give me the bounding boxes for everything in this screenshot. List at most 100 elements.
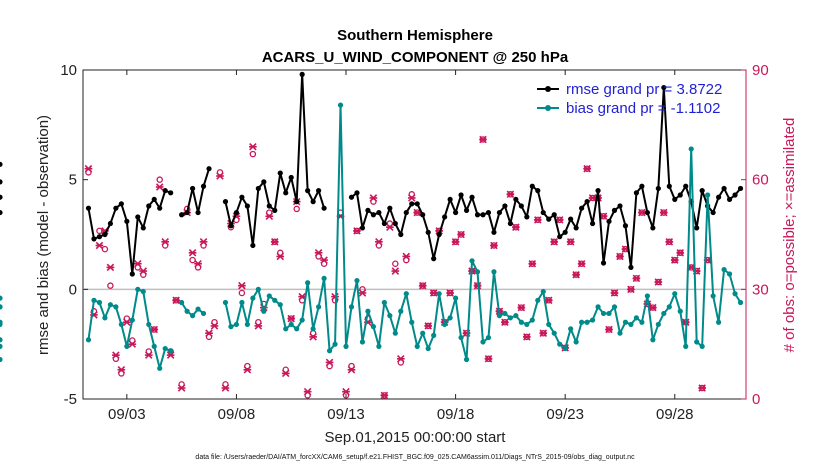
rmse-point: [409, 201, 415, 207]
rmse-point: [573, 225, 579, 231]
bias-point: [0, 356, 3, 363]
rmse-point: [737, 185, 744, 192]
rmse-point: [442, 214, 448, 220]
rmse-point: [540, 209, 546, 216]
rmse-point: [200, 183, 207, 189]
bias-point: [337, 102, 344, 108]
obs-assimilated-marker: [457, 230, 465, 239]
rmse-point: [726, 196, 733, 203]
bias-point: [694, 339, 700, 345]
bias-line: [87, 288, 172, 370]
obs-assimilated-marker: [418, 281, 427, 290]
rmse-point: [611, 207, 618, 213]
bias-point: [305, 280, 311, 286]
bias-point: [157, 365, 163, 371]
obs-assimilated-marker: [216, 172, 224, 180]
rmse-point: [661, 84, 667, 91]
bias-point: [622, 319, 629, 325]
rmse-point: [96, 234, 103, 240]
obs-assimilated-marker: [287, 314, 296, 323]
bias-point: [491, 269, 497, 275]
obs-assimilated-marker: [638, 208, 646, 217]
bias-point: [705, 192, 711, 198]
bias-point: [294, 326, 300, 332]
bias-point: [458, 334, 464, 341]
bias-point: [168, 348, 174, 354]
obs-possible-marker: [101, 245, 109, 253]
obs-assimilated-marker: [320, 256, 328, 264]
obs-assimilated-marker: [424, 322, 433, 330]
axis-ticks: -5 0 5 10 0 30 60 90 09/03 09/08 09/13 09/18 09/23 09…: [60, 62, 768, 423]
rmse-point: [195, 209, 201, 216]
obs-assimilated-marker: [270, 238, 279, 246]
rmse-point: [595, 188, 601, 194]
bias-point: [529, 317, 535, 323]
rmse-point: [233, 209, 240, 216]
rmse-point: [376, 209, 382, 216]
rmse-point: [568, 216, 574, 222]
rmse-point: [272, 207, 278, 213]
rmse-point: [694, 225, 700, 231]
obs-assimilated-marker: [512, 223, 520, 231]
bias-point: [0, 295, 3, 301]
x-tick-label: 09/13: [327, 406, 365, 423]
bias-point: [568, 326, 574, 332]
legend-rmse-label: rmse grand pr = 3.8722: [566, 81, 722, 98]
bias-point: [595, 304, 601, 310]
rmse-point: [447, 196, 453, 203]
bias-point: [683, 343, 689, 349]
rmse-point: [600, 260, 607, 266]
obs-possible-marker: [238, 289, 246, 297]
bias-point: [677, 308, 683, 314]
bias-point: [655, 321, 661, 328]
bias-point: [606, 310, 612, 317]
rmse-point: [507, 220, 513, 227]
rmse-point: [184, 209, 190, 216]
obs-assimilated-marker: [698, 384, 707, 392]
bias-point: [189, 313, 196, 319]
rmse-point: [677, 192, 683, 198]
bias-point: [233, 321, 240, 328]
rmse-point: [584, 199, 590, 205]
obs-possible-marker: [293, 205, 300, 213]
obs-assimilated-marker: [517, 303, 526, 312]
obs-assimilated-marker: [479, 135, 487, 144]
bias-point: [316, 304, 322, 310]
rmse-point: [354, 190, 360, 196]
bias-point: [288, 321, 294, 328]
rmse-point: [458, 192, 464, 198]
rmse-point: [135, 214, 141, 220]
obs-assimilated-marker: [501, 318, 509, 326]
bias-point: [463, 356, 470, 363]
x-tick-label: 09/08: [218, 406, 256, 423]
obs-assimilated-marker: [281, 369, 290, 378]
bias-point: [716, 319, 722, 325]
bias-point: [447, 315, 453, 321]
obs-assimilated-marker: [550, 238, 559, 246]
data-marks: [0, 71, 744, 400]
bias-point: [442, 321, 448, 328]
obs-assimilated-marker: [194, 259, 202, 268]
y-axis-right-label: # of obs: o=possible; ×=assimilated: [781, 118, 798, 353]
bias-point: [113, 304, 119, 310]
obs-assimilated-marker: [522, 333, 531, 341]
rmse-point: [639, 183, 645, 189]
obs-assimilated-marker: [577, 259, 586, 268]
bias-point: [666, 304, 672, 310]
bias-point: [184, 308, 190, 314]
bias-point: [91, 297, 97, 303]
y-tick-label: -5: [64, 391, 77, 408]
bias-point: [726, 271, 733, 277]
bias-point: [474, 269, 481, 275]
bias-point: [650, 337, 656, 343]
legend-rmse-marker: [545, 86, 551, 92]
rmse-point: [85, 205, 92, 211]
bias-point: [102, 315, 108, 321]
obs-assimilated-marker: [539, 329, 548, 337]
obs-assimilated-marker: [446, 289, 454, 297]
rmse-point: [666, 183, 672, 189]
bias-point: [135, 286, 141, 292]
bias-point: [540, 288, 546, 295]
